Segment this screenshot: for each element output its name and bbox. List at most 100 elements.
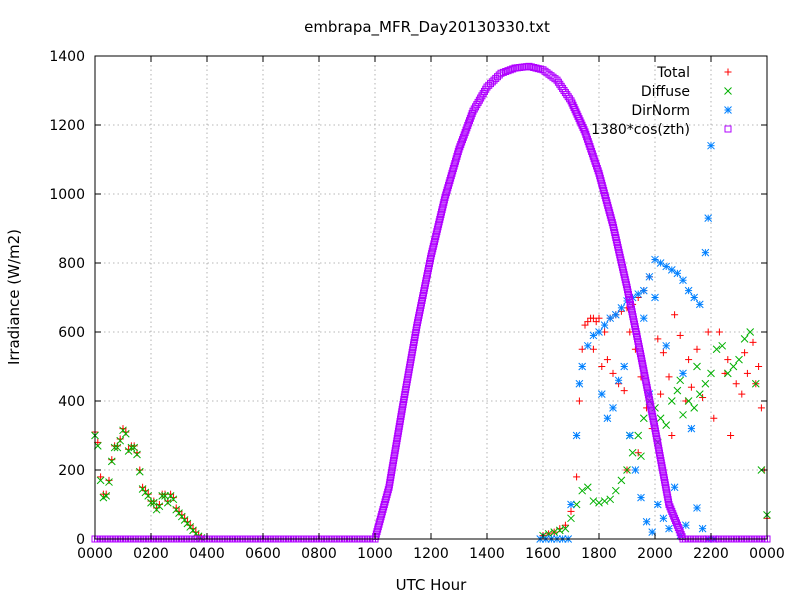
data-point [657,390,665,398]
data-point [464,121,472,129]
legend-marker [724,68,732,76]
data-point [497,69,505,77]
x-tick-label: 0000 [749,546,785,562]
data-point [653,500,662,509]
data-point [634,431,643,440]
data-point [149,498,158,507]
data-point [676,376,685,385]
legend-label: DirNorm [631,103,690,119]
data-point [598,179,606,187]
data-point [567,507,575,515]
data-point [576,117,584,125]
data-point [620,268,628,276]
x-tick-label: 0000 [77,546,113,562]
data-point [454,150,462,158]
data-point [567,500,575,509]
data-point [442,189,450,197]
data-point [578,121,586,129]
data-point [591,157,599,165]
data-point [755,363,763,370]
data-point [600,189,608,197]
data-point [586,143,594,151]
data-point [607,214,615,222]
data-point [561,521,569,529]
data-point [617,476,626,485]
data-point [459,133,467,141]
data-point [667,397,676,405]
chart-title: embrapa_MFR_Day20130330.txt [304,18,550,37]
data-point [596,174,604,182]
y-tick-label: 200 [58,463,85,479]
data-point [449,167,457,175]
data-point [685,356,693,364]
data-point [729,362,738,371]
data-point [639,286,648,295]
data-point [693,345,701,353]
data-point [377,513,385,521]
data-point [611,231,619,239]
data-point [673,521,681,529]
data-point [623,466,631,474]
data-point [609,404,617,412]
data-point [439,201,447,209]
y-tick-label: 1000 [49,187,85,203]
data-point [620,362,629,371]
data-point [701,379,710,388]
data-point [460,131,468,139]
data-point [439,203,447,211]
data-point [587,145,595,153]
y-tick-label: 1400 [49,49,85,65]
data-point [614,376,623,385]
data-point [690,404,699,412]
data-point [597,177,605,185]
data-point [530,64,538,71]
data-point [695,300,704,309]
data-point [569,101,577,109]
data-point [113,443,122,452]
data-point [384,486,392,494]
legend-marker [724,87,732,95]
data-point [110,443,119,452]
y-tick-label: 1200 [49,118,85,134]
data-point [579,123,587,131]
x-tick-label: 2000 [637,546,673,562]
data-point [428,250,436,258]
data-point [573,473,581,481]
data-point [445,181,452,189]
data-point [613,241,621,249]
data-point [572,431,581,440]
x-tick-label: 0400 [189,546,225,562]
data-point [381,498,389,506]
data-point [459,136,466,144]
data-point [582,130,590,138]
data-point [687,383,695,391]
data-point [684,286,693,295]
data-point [592,160,600,168]
data-point [645,272,654,281]
data-point [598,363,606,370]
data-point [667,505,675,513]
data-point [671,311,679,319]
data-point [727,432,735,439]
data-point [662,421,671,430]
data-point [532,64,540,72]
data-point [668,507,676,515]
data-point [433,228,441,236]
data-point [593,164,601,172]
data-point [676,331,684,339]
data-point [677,530,685,538]
data-point [509,65,517,73]
data-point [639,414,648,423]
data-point [570,104,578,112]
data-point [743,369,751,377]
data-point [621,273,629,281]
data-point [671,514,679,522]
data-point [615,246,623,254]
data-point [448,169,456,177]
data-point [444,184,452,192]
data-point [707,141,715,150]
data-point [693,362,701,371]
data-point [97,473,105,481]
data-point [130,443,139,452]
y-tick-label: 400 [58,394,85,410]
